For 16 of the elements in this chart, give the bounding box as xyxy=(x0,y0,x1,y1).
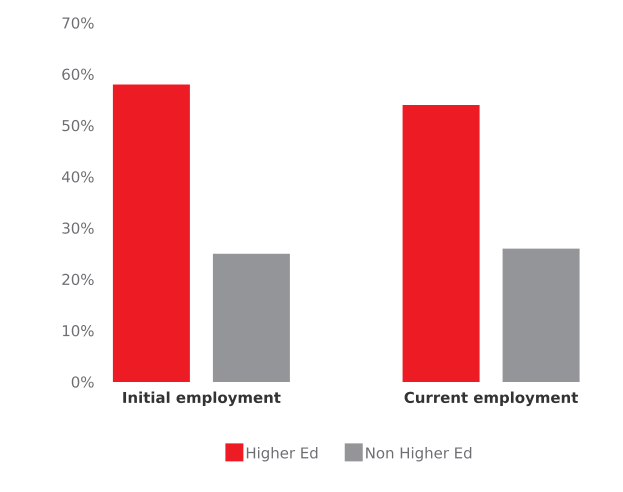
y-tick-label: 50% xyxy=(62,120,94,132)
y-tick-label: 20% xyxy=(62,274,94,286)
x-tick-label: Initial employment xyxy=(123,392,281,406)
y-tick-label: 0% xyxy=(72,376,94,388)
bar xyxy=(212,254,290,382)
y-tick-label: 60% xyxy=(62,68,94,80)
bar xyxy=(112,84,190,382)
bar xyxy=(402,105,480,382)
legend-label: Non Higher Ed xyxy=(366,446,472,462)
y-tick-label: 30% xyxy=(62,222,94,234)
x-tick-label: Current employment xyxy=(404,392,578,406)
legend-label: Higher Ed xyxy=(246,446,318,462)
y-tick-label: 70% xyxy=(62,17,94,29)
y-tick-label: 40% xyxy=(62,171,94,183)
bar xyxy=(502,248,580,382)
y-tick-label: 10% xyxy=(62,325,94,336)
